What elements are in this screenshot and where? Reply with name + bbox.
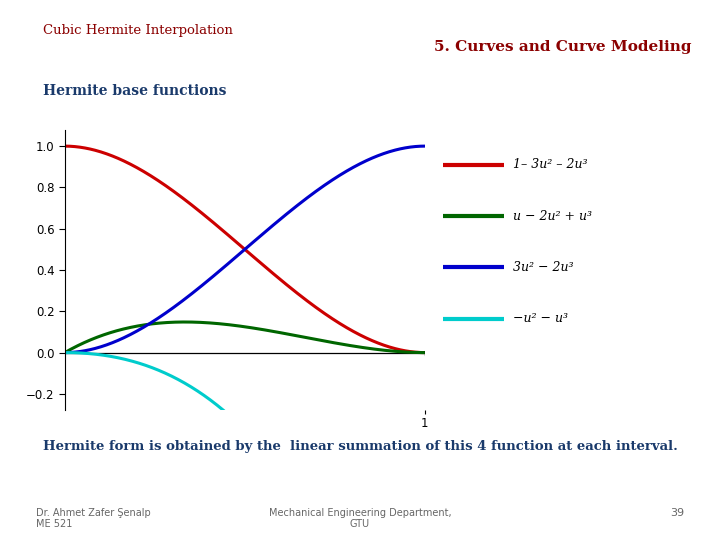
Text: Cubic Hermite Interpolation: Cubic Hermite Interpolation [43, 24, 233, 37]
Text: 5. Curves and Curve Modeling: 5. Curves and Curve Modeling [433, 40, 691, 55]
Text: Hermite form is obtained by the  linear summation of this 4 function at each int: Hermite form is obtained by the linear s… [42, 440, 678, 453]
Text: 3u² − 2u³: 3u² − 2u³ [513, 261, 573, 274]
Text: −u² − u³: −u² − u³ [513, 312, 567, 325]
Text: Dr. Ahmet Zafer Şenalp
ME 521: Dr. Ahmet Zafer Şenalp ME 521 [36, 508, 150, 529]
Text: Hermite base functions: Hermite base functions [43, 84, 227, 98]
Text: 39: 39 [670, 508, 684, 518]
Text: Mechanical Engineering Department,
GTU: Mechanical Engineering Department, GTU [269, 508, 451, 529]
Text: 1– 3u² – 2u³: 1– 3u² – 2u³ [513, 158, 587, 171]
Text: u − 2u² + u³: u − 2u² + u³ [513, 210, 592, 222]
